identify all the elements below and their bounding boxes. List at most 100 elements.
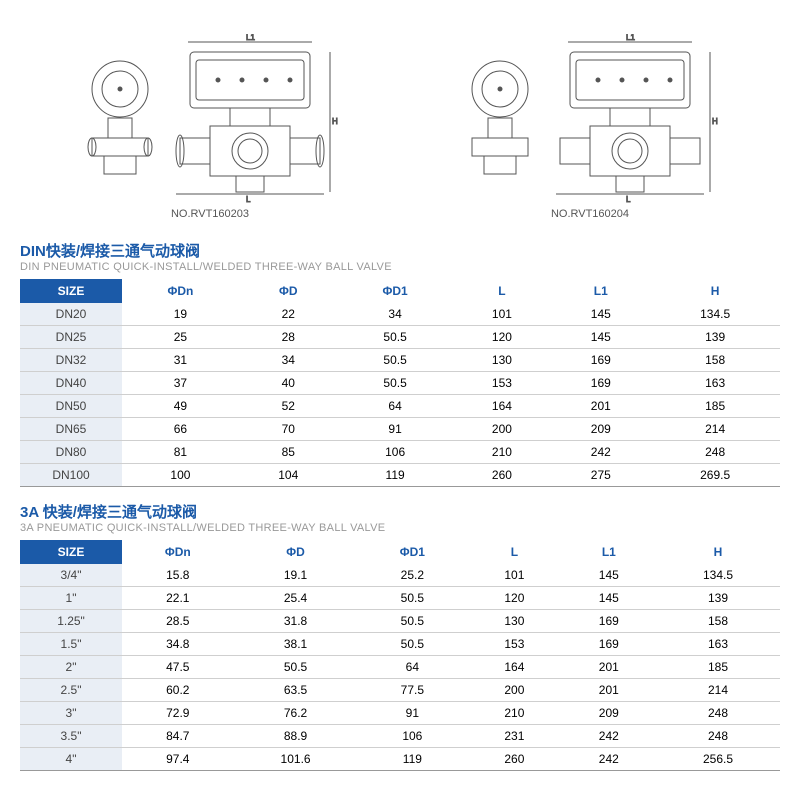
data-cell: 214: [650, 418, 780, 441]
data-cell: 28.5: [122, 610, 234, 633]
data-cell: 145: [562, 587, 656, 610]
data-cell: 25.4: [234, 587, 358, 610]
data-cell: 169: [562, 610, 656, 633]
diagram-right: L1 L H NO.RVT160204: [460, 20, 720, 220]
data-cell: 25: [122, 326, 239, 349]
data-cell: 101.6: [234, 748, 358, 771]
size-cell: DN80: [20, 441, 122, 464]
data-cell: 200: [467, 679, 561, 702]
data-cell: 185: [650, 395, 780, 418]
data-cell: 22: [239, 303, 338, 326]
data-cell: 164: [453, 395, 552, 418]
data-cell: 50.5: [338, 349, 453, 372]
table-row: 4"97.4101.6119260242256.5: [20, 748, 780, 771]
column-header: ΦD1: [358, 540, 468, 564]
table-row: 1.5"34.838.150.5153169163: [20, 633, 780, 656]
size-cell: 1.5": [20, 633, 122, 656]
table2: SIZEΦDnΦDΦD1LL1H 3/4"15.819.125.21011451…: [20, 540, 780, 771]
data-cell: 153: [467, 633, 561, 656]
size-cell: 1.25": [20, 610, 122, 633]
diagram-left-caption: NO.RVT160203: [171, 208, 249, 220]
data-cell: 100: [122, 464, 239, 487]
table-row: 1.25"28.531.850.5130169158: [20, 610, 780, 633]
data-cell: 210: [453, 441, 552, 464]
data-cell: 275: [551, 464, 650, 487]
table1-section: DIN快装/焊接三通气动球阀 DIN PNEUMATIC QUICK-INSTA…: [20, 240, 780, 487]
size-cell: DN40: [20, 372, 122, 395]
data-cell: 210: [467, 702, 561, 725]
data-cell: 101: [453, 303, 552, 326]
data-cell: 22.1: [122, 587, 234, 610]
column-header: ΦD: [239, 279, 338, 303]
table-row: DN40374050.5153169163: [20, 372, 780, 395]
data-cell: 242: [562, 748, 656, 771]
data-cell: 40: [239, 372, 338, 395]
data-cell: 50.5: [358, 633, 468, 656]
table1: SIZEΦDnΦDΦD1LL1H DN20192234101145134.5 DN…: [20, 279, 780, 487]
data-cell: 242: [562, 725, 656, 748]
data-cell: 19: [122, 303, 239, 326]
column-header: L: [453, 279, 552, 303]
size-cell: 1": [20, 587, 122, 610]
data-cell: 201: [562, 679, 656, 702]
data-cell: 38.1: [234, 633, 358, 656]
table2-title-en: 3A PNEUMATIC QUICK-INSTALL/WELDED THREE-…: [20, 522, 780, 534]
data-cell: 19.1: [234, 564, 358, 587]
data-cell: 84.7: [122, 725, 234, 748]
data-cell: 231: [467, 725, 561, 748]
data-cell: 260: [453, 464, 552, 487]
data-cell: 248: [650, 441, 780, 464]
data-cell: 63.5: [234, 679, 358, 702]
data-cell: 134.5: [656, 564, 780, 587]
column-header: H: [650, 279, 780, 303]
size-cell: 2.5": [20, 679, 122, 702]
data-cell: 50.5: [234, 656, 358, 679]
data-cell: 248: [656, 702, 780, 725]
diagram-left: L1 L H NO.RVT160203: [80, 20, 340, 220]
diagrams-row: L1 L H NO.RVT160203: [20, 20, 780, 220]
data-cell: 31: [122, 349, 239, 372]
diagram-right-caption: NO.RVT160204: [551, 208, 629, 220]
data-cell: 120: [467, 587, 561, 610]
table-row: DN100100104119260275269.5: [20, 464, 780, 487]
data-cell: 119: [358, 748, 468, 771]
data-cell: 248: [656, 725, 780, 748]
data-cell: 185: [656, 656, 780, 679]
data-cell: 64: [358, 656, 468, 679]
data-cell: 256.5: [656, 748, 780, 771]
data-cell: 31.8: [234, 610, 358, 633]
column-header: SIZE: [20, 540, 122, 564]
table1-header-row: SIZEΦDnΦDΦD1LL1H: [20, 279, 780, 303]
data-cell: 201: [551, 395, 650, 418]
size-cell: DN32: [20, 349, 122, 372]
data-cell: 77.5: [358, 679, 468, 702]
data-cell: 37: [122, 372, 239, 395]
data-cell: 153: [453, 372, 552, 395]
data-cell: 145: [551, 303, 650, 326]
data-cell: 242: [551, 441, 650, 464]
data-cell: 130: [453, 349, 552, 372]
data-cell: 52: [239, 395, 338, 418]
valve-drawing-right-icon: L1 L H: [460, 34, 720, 204]
data-cell: 158: [650, 349, 780, 372]
data-cell: 139: [650, 326, 780, 349]
table-row: DN20192234101145134.5: [20, 303, 780, 326]
column-header: ΦD1: [338, 279, 453, 303]
data-cell: 104: [239, 464, 338, 487]
data-cell: 158: [656, 610, 780, 633]
data-cell: 201: [562, 656, 656, 679]
data-cell: 50.5: [358, 587, 468, 610]
data-cell: 49: [122, 395, 239, 418]
data-cell: 60.2: [122, 679, 234, 702]
data-cell: 85: [239, 441, 338, 464]
data-cell: 119: [338, 464, 453, 487]
data-cell: 50.5: [338, 372, 453, 395]
data-cell: 28: [239, 326, 338, 349]
size-cell: 3": [20, 702, 122, 725]
column-header: ΦD: [234, 540, 358, 564]
data-cell: 169: [562, 633, 656, 656]
data-cell: 139: [656, 587, 780, 610]
table2-body: 3/4"15.819.125.2101145134.51"22.125.450.…: [20, 564, 780, 771]
svg-text:L1: L1: [246, 34, 255, 42]
data-cell: 269.5: [650, 464, 780, 487]
